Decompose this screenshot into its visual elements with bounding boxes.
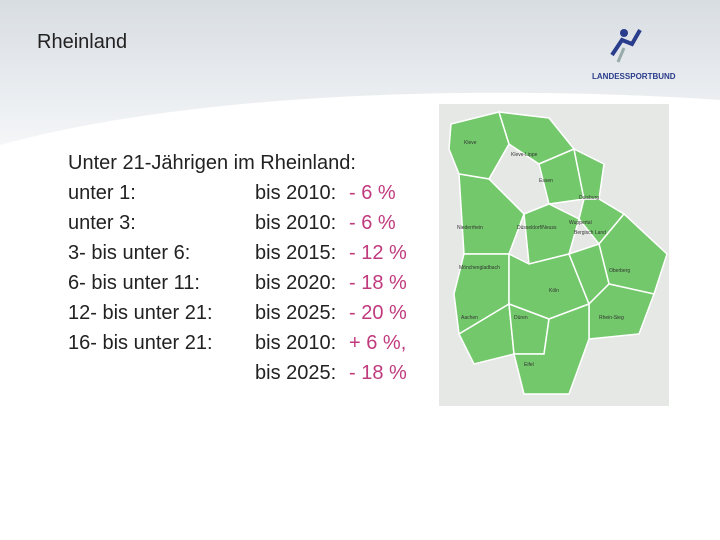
region-label: Niederrhein — [457, 225, 483, 231]
region-label: Rhein-Sieg — [599, 315, 624, 321]
region-label: Bergisch Land — [574, 230, 606, 236]
age-label: 12- bis unter 21: — [68, 302, 213, 324]
region-label: Essen — [539, 178, 553, 184]
region-label: Düsseldorf/Neuss — [517, 225, 557, 231]
period: bis 2015: — [255, 242, 337, 264]
region-label: Aachen — [461, 315, 478, 321]
period: bis 2025: — [255, 302, 337, 324]
region-label: Duisburg — [579, 195, 599, 201]
region-label: Kleve-Lippe — [511, 152, 538, 158]
logo-text: LANDESSPORTBUND — [592, 72, 676, 81]
region-labels: Kleve Kleve-Lippe Essen Duisburg Niederrhein… — [457, 140, 630, 368]
age-label: 16- bis unter 21: — [68, 332, 213, 354]
period: bis 2010: — [255, 182, 337, 204]
region-label: Oberberg — [609, 268, 630, 274]
period: bis 2010: — [255, 332, 337, 354]
change: - 12 % — [349, 242, 407, 264]
region-label: Köln — [549, 288, 559, 294]
change: - 6 % — [349, 212, 396, 234]
region-label: Eifel — [524, 362, 534, 368]
title: Rheinland — [37, 31, 128, 53]
change: - 20 % — [349, 302, 407, 324]
region-label: Mönchengladbach — [459, 265, 500, 271]
period: bis 2025: — [255, 362, 337, 384]
period: bis 2010: — [255, 212, 337, 234]
heading: Unter 21-Jährigen im Rheinland: — [68, 152, 356, 174]
change: - 18 % — [349, 272, 407, 294]
region-label: Düren — [514, 315, 528, 321]
logo-icon — [610, 29, 642, 63]
age-label: 3- bis unter 6: — [68, 242, 191, 264]
region-label: Kleve — [464, 140, 477, 146]
change: + 6 %, — [349, 332, 407, 354]
age-label: unter 3: — [68, 212, 136, 234]
map: Kleve Kleve-Lippe Essen Duisburg Niederrhein… — [439, 104, 669, 406]
change: - 6 % — [349, 182, 396, 204]
age-label: unter 1: — [68, 182, 136, 204]
change: - 18 % — [349, 362, 407, 384]
region-label: Wuppertal — [569, 220, 592, 226]
age-label: 6- bis unter 11: — [68, 272, 200, 294]
period: bis 2020: — [255, 272, 337, 294]
